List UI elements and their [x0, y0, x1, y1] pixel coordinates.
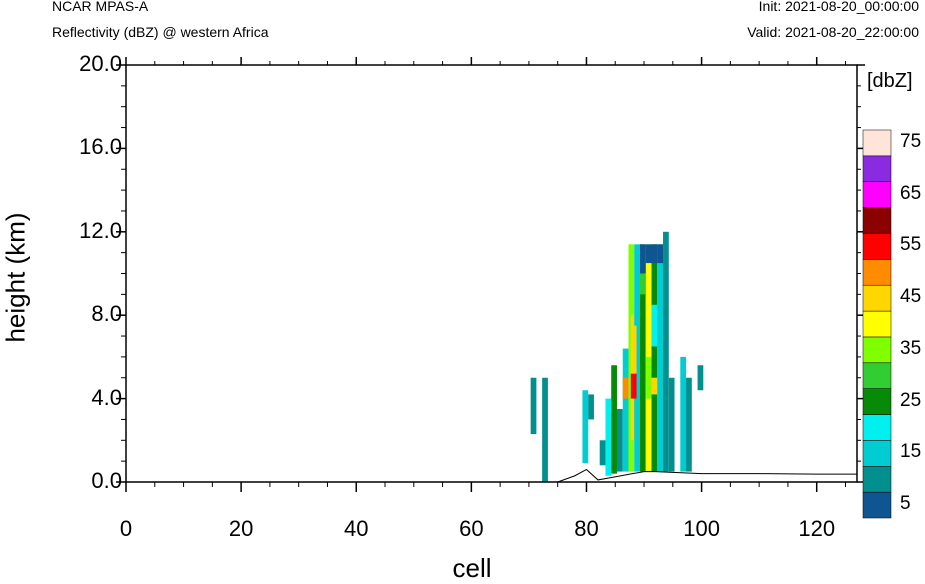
x-tick-label: 40 — [343, 516, 369, 541]
colorbar-label: 15 — [900, 441, 922, 463]
x-tick-label: 60 — [459, 516, 484, 541]
reflectivity-column — [611, 365, 617, 474]
colorbar-swatch — [862, 491, 892, 519]
reflectivity-cell — [640, 273, 646, 295]
colorbar-swatch — [862, 414, 892, 441]
reflectivity-column — [582, 390, 589, 464]
colorbar-swatch — [862, 362, 892, 389]
reflectivity-column — [663, 231, 669, 472]
reflectivity-column — [599, 440, 606, 466]
model-title: NCAR MPAS-A — [52, 0, 149, 14]
reflectivity-column — [622, 348, 629, 472]
reflectivity-cell — [651, 377, 658, 395]
reflectivity-column — [530, 377, 537, 435]
reflectivity-cell — [645, 244, 652, 264]
x-tick-label: 20 — [228, 516, 254, 541]
x-tick-label: 120 — [798, 516, 836, 541]
colorbar-swatch — [862, 466, 892, 493]
colorbar-swatch — [862, 129, 892, 157]
x-axis-label: cell — [452, 553, 492, 583]
colorbar-swatch — [862, 440, 892, 467]
y-tick-label: 20.0 — [79, 51, 122, 76]
y-tick-label: 0.0 — [91, 468, 122, 493]
x-tick-label: 100 — [683, 516, 720, 541]
reflectivity-cell — [622, 377, 629, 399]
colorbar-label: 35 — [900, 337, 922, 359]
y-tick-label: 8.0 — [91, 301, 122, 327]
reflectivity-cell — [630, 373, 637, 399]
colorbar-unit: [dbZ] — [867, 70, 913, 92]
reflectivity-column — [588, 394, 594, 420]
x-tick-label: 80 — [574, 516, 599, 541]
chart-subtitle: Reflectivity (dBZ) @ western Africa — [52, 24, 269, 40]
colorbar-swatch — [862, 259, 892, 286]
colorbar-label: 55 — [900, 234, 922, 256]
x-tick-label: 0 — [119, 516, 133, 541]
colorbar-swatch — [862, 388, 892, 415]
colorbar-label: 25 — [900, 389, 922, 411]
colorbar-label: 75 — [900, 130, 922, 152]
colorbar-swatch — [862, 284, 892, 312]
reflectivity-cell — [630, 325, 637, 374]
colorbar-swatch — [862, 155, 892, 182]
reflectivity-column — [697, 365, 704, 391]
reflectivity-column — [616, 409, 623, 472]
colorbar-swatch — [862, 336, 892, 364]
y-axis-label: height (km) — [0, 212, 31, 343]
colorbar-label: 5 — [900, 493, 911, 515]
reflectivity-column — [640, 244, 646, 472]
reflectivity-column — [651, 244, 658, 472]
colorbar-swatch — [862, 310, 892, 338]
colorbar-label: 45 — [900, 286, 922, 308]
y-tick-label: 16.0 — [79, 134, 122, 160]
colorbar-swatch — [862, 181, 892, 208]
valid-time: Valid: 2021-08-20_22:00:00 — [747, 24, 919, 40]
plot-area — [126, 65, 857, 482]
colorbar-label: 65 — [900, 182, 922, 204]
y-tick-label: 4.0 — [91, 384, 122, 410]
reflectivity-cell — [651, 304, 658, 347]
reflectivity-column — [657, 244, 664, 472]
reflectivity-column — [686, 377, 692, 472]
y-tick-label: 12.0 — [79, 217, 122, 243]
reflectivity-cell — [645, 356, 652, 399]
reflectivity-cell — [640, 244, 646, 274]
reflectivity-column — [680, 356, 687, 472]
reflectivity-column — [668, 377, 675, 472]
reflectivity-cell — [657, 244, 664, 264]
colorbar-swatch — [862, 207, 892, 234]
reflectivity-cell — [651, 244, 658, 264]
colorbar-swatch — [862, 233, 892, 260]
terrain-line — [126, 468, 857, 483]
reflectivity-column — [605, 398, 612, 476]
reflectivity-column — [542, 377, 548, 482]
init-time: Init: 2021-08-20_00:00:00 — [758, 0, 919, 14]
reflectivity-column — [634, 244, 641, 472]
